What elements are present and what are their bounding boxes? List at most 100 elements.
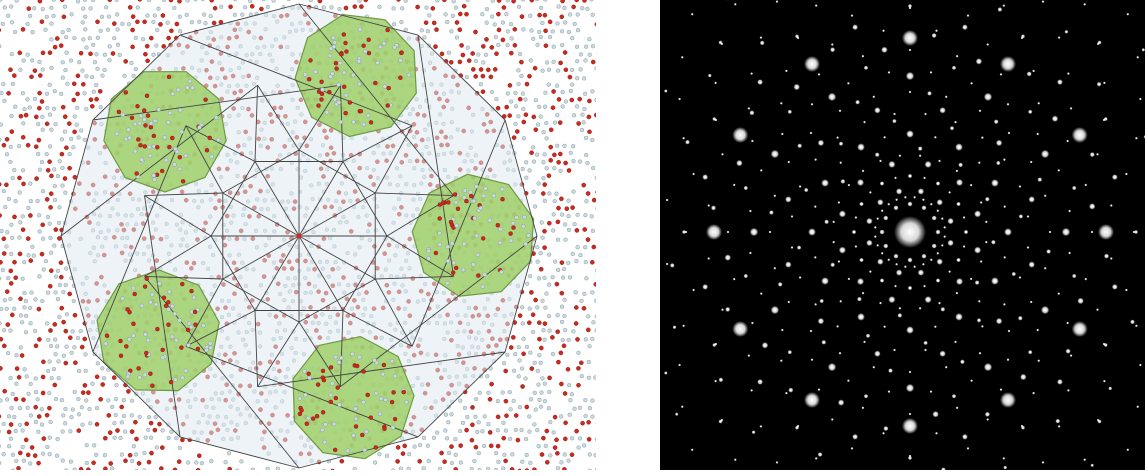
- faint-spot: [790, 215, 794, 218]
- dark-atom: [135, 103, 140, 109]
- faint-spot: [830, 418, 834, 421]
- diffraction-spot: [997, 7, 1003, 12]
- light-atom: [450, 13, 455, 18]
- tile-edge: [298, 3, 454, 196]
- light-atom: [516, 68, 521, 73]
- light-atom: [1, 328, 7, 333]
- dark-atom: [106, 413, 112, 418]
- light-atom: [520, 305, 525, 310]
- diffraction-spot: [710, 205, 717, 211]
- light-atom: [145, 13, 150, 18]
- dark-atom: [71, 81, 77, 87]
- diffraction-spot: [1071, 273, 1077, 279]
- light-atom: [47, 112, 53, 117]
- light-atom: [437, 466, 443, 470]
- dark-atom: [20, 27, 26, 32]
- light-atom: [584, 199, 589, 204]
- light-atom: [71, 299, 76, 304]
- dark-atom: [541, 435, 546, 441]
- light-atom: [546, 314, 552, 319]
- light-atom: [102, 67, 107, 73]
- light-atom: [126, 22, 132, 27]
- light-atom: [537, 29, 542, 35]
- faint-spot: [750, 389, 753, 392]
- bright-spot: [1071, 127, 1088, 143]
- dark-atom: [137, 0, 142, 2]
- faint-spot: [1032, 391, 1035, 395]
- faint-spot: [759, 36, 763, 39]
- dark-atom: [48, 205, 53, 210]
- light-atom: [307, 375, 312, 381]
- faint-spot: [859, 145, 863, 149]
- light-atom: [426, 256, 431, 261]
- light-atom: [443, 428, 448, 433]
- dark-atom: [459, 43, 464, 48]
- dark-atom: [539, 345, 544, 351]
- faint-spot: [1043, 194, 1047, 198]
- light-atom: [63, 406, 68, 412]
- tile-edge: [342, 161, 388, 237]
- dark-atom: [59, 274, 64, 280]
- dark-atom: [13, 275, 19, 281]
- faint-spot: [751, 139, 754, 143]
- light-atom: [578, 253, 583, 258]
- light-atom: [563, 237, 568, 242]
- light-atom: [460, 420, 466, 425]
- light-atom: [40, 67, 45, 72]
- light-atom: [590, 414, 595, 419]
- light-atom: [458, 428, 463, 434]
- dark-atom: [67, 121, 72, 126]
- light-atom: [133, 35, 138, 40]
- dark-atom: [308, 58, 313, 63]
- light-atom: [356, 59, 362, 64]
- faint-spot: [984, 240, 988, 244]
- faint-spot: [861, 291, 865, 295]
- light-atom: [445, 258, 451, 264]
- light-atom: [587, 52, 592, 57]
- light-atom: [501, 420, 506, 425]
- faint-spot: [1096, 152, 1099, 156]
- light-atom: [537, 353, 542, 358]
- light-atom: [510, 220, 516, 226]
- light-atom: [559, 460, 564, 465]
- light-atom: [20, 445, 25, 450]
- light-atom: [23, 298, 28, 303]
- light-atom: [547, 328, 552, 333]
- light-atom: [544, 60, 550, 65]
- light-atom: [121, 413, 126, 419]
- light-atom: [17, 144, 22, 149]
- light-atom: [235, 468, 240, 470]
- tile-edge: [375, 192, 454, 197]
- dark-atom: [146, 459, 152, 465]
- faint-spot: [839, 299, 843, 303]
- dark-atom: [130, 14, 136, 19]
- faint-spot: [838, 351, 842, 355]
- light-atom: [524, 160, 529, 165]
- light-atom: [377, 452, 382, 457]
- faint-spot: [1026, 246, 1030, 249]
- light-atom: [372, 358, 377, 363]
- light-atom: [582, 91, 588, 96]
- dark-atom: [59, 305, 65, 311]
- dark-atom: [166, 322, 171, 327]
- light-atom: [189, 20, 194, 25]
- light-atom: [90, 0, 96, 3]
- light-atom: [585, 161, 590, 166]
- faint-spot: [1067, 72, 1070, 75]
- light-atom: [104, 5, 109, 10]
- light-atom: [70, 407, 75, 412]
- light-atom: [480, 12, 485, 17]
- light-atom: [18, 422, 23, 427]
- light-atom: [21, 458, 26, 463]
- light-atom: [590, 228, 595, 233]
- dark-atom: [52, 382, 58, 388]
- light-atom: [102, 52, 107, 57]
- dark-atom: [437, 216, 442, 221]
- dark-atom: [508, 345, 514, 350]
- dark-atom: [160, 13, 166, 18]
- light-atom: [543, 305, 548, 310]
- dark-atom: [81, 82, 86, 87]
- light-atom: [69, 350, 74, 355]
- tile-edge: [92, 34, 181, 121]
- faint-spot: [913, 195, 916, 199]
